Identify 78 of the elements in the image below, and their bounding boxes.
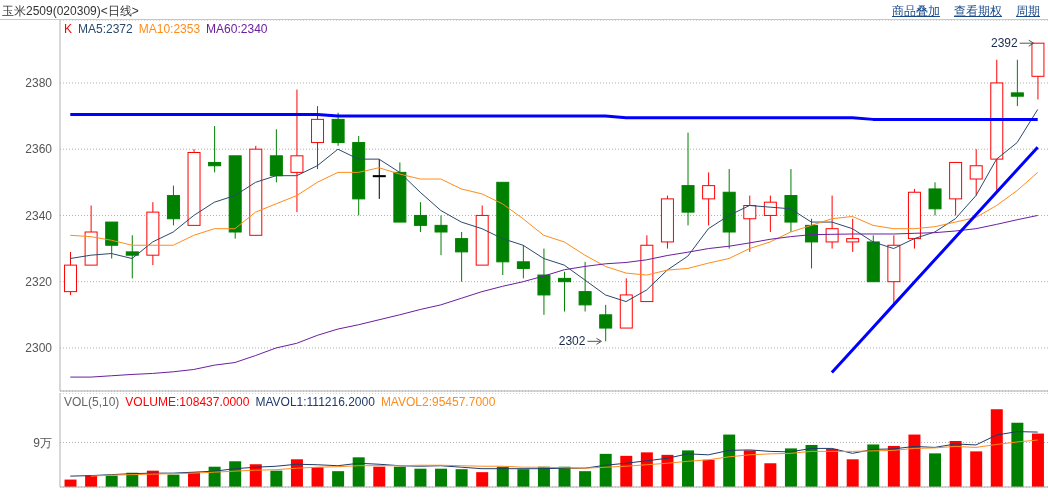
candlestick <box>372 158 386 200</box>
candlestick <box>578 261 592 312</box>
bar <box>579 471 592 487</box>
bar <box>826 448 839 487</box>
bar <box>435 468 448 487</box>
bar <box>908 434 921 487</box>
bar <box>846 459 859 487</box>
bar <box>970 451 983 487</box>
bar <box>373 466 386 487</box>
y-tick-label: 2380 <box>25 76 53 91</box>
bar <box>476 472 489 487</box>
candlestick <box>125 234 139 279</box>
chart-title: 玉米2509(020309)<日线> <box>2 3 139 20</box>
bar <box>455 469 468 487</box>
bar <box>311 467 324 487</box>
text: K <box>64 22 73 36</box>
text: 查看期权 <box>954 3 1002 20</box>
bar <box>352 457 365 487</box>
candlestick <box>208 125 222 173</box>
legend-title: VOL(5,10) <box>64 395 120 409</box>
text: MAVOL2:95457.7000 <box>380 395 496 409</box>
candlestick <box>763 195 777 233</box>
y-tick-label: 9万 <box>33 435 52 450</box>
text: 周期 <box>1016 3 1040 20</box>
text: MA5:2372 <box>78 22 133 36</box>
bar <box>990 409 1003 487</box>
candlestick <box>331 112 345 147</box>
bar <box>887 445 900 487</box>
bar <box>764 463 777 487</box>
text: MA60:2340 <box>206 22 268 36</box>
bar <box>867 444 880 487</box>
bar <box>393 466 406 487</box>
candlestick <box>805 218 819 269</box>
bar <box>702 459 715 487</box>
text: MA10:2353 <box>138 22 201 36</box>
y-tick-label: 2360 <box>25 142 53 157</box>
bar <box>640 452 653 487</box>
bar <box>743 450 756 487</box>
bar <box>682 450 695 487</box>
text: 商品叠加 <box>892 3 940 20</box>
candlestick <box>434 214 448 256</box>
candlestick <box>166 185 180 226</box>
candlestick <box>105 221 119 259</box>
candlestick <box>311 105 325 170</box>
bar <box>929 453 942 487</box>
candlestick <box>290 89 304 213</box>
candlestick <box>825 195 839 250</box>
line-series <box>69 214 1039 378</box>
bar <box>414 468 427 487</box>
candlestick <box>928 181 942 216</box>
candlestick <box>516 244 530 279</box>
bar <box>949 440 962 487</box>
y-tick-label: 2300 <box>25 341 53 356</box>
candlestick <box>1010 59 1024 107</box>
line-series <box>69 167 1039 276</box>
annotation: 2302 <box>558 334 586 349</box>
bar <box>517 469 530 487</box>
bar <box>1011 422 1024 487</box>
bar <box>332 471 345 487</box>
bar <box>270 470 283 487</box>
bar <box>723 434 736 487</box>
y-tick-label: 2340 <box>25 208 53 223</box>
candlestick <box>537 248 551 316</box>
candlestick <box>455 231 469 283</box>
y-tick-label: 2320 <box>25 274 53 289</box>
candlestick <box>269 128 283 183</box>
candlestick <box>702 171 716 226</box>
bar <box>1031 433 1044 487</box>
bar <box>784 448 797 487</box>
candlestick <box>413 201 427 233</box>
candlestick <box>846 218 860 253</box>
text: VOLUME:108437.0000 <box>125 395 250 409</box>
bar <box>805 444 818 487</box>
annotation: 2392 <box>991 36 1019 51</box>
text: MAVOL1:111216.2000 <box>255 395 375 409</box>
line-series <box>830 145 1040 374</box>
candlestick <box>558 271 572 312</box>
line-series <box>69 108 1039 303</box>
